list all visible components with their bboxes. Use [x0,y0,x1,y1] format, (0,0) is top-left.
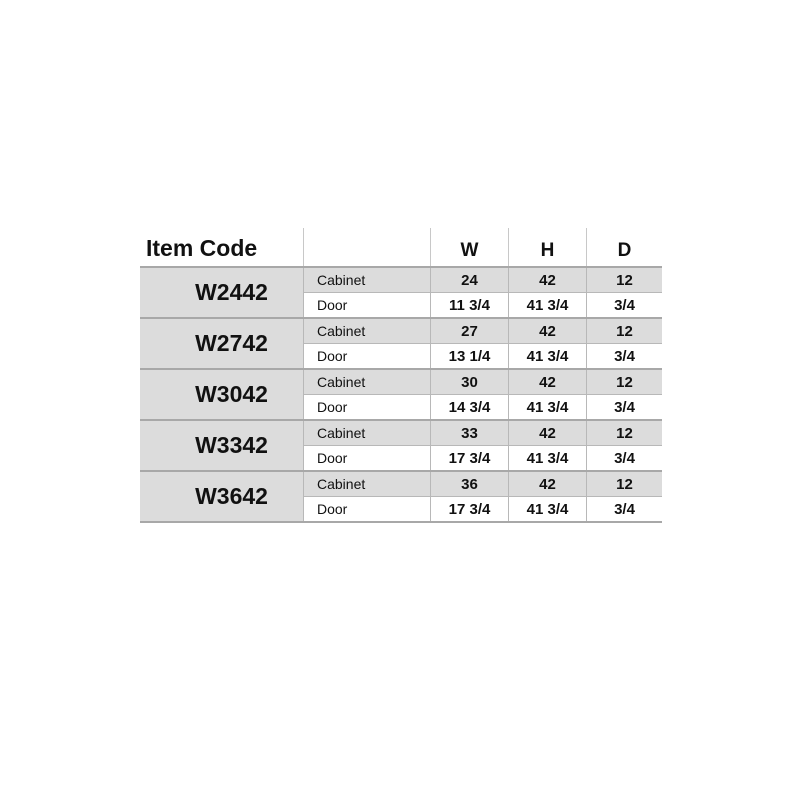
depth-cell: 3/4 [586,446,662,470]
depth-cell: 12 [586,421,662,445]
depth-cell: 3/4 [586,293,662,317]
header-item-code: Item Code [146,235,258,261]
height-cell: 41 3/4 [508,446,586,470]
height-cell: 41 3/4 [508,497,586,521]
width-cell: 11 3/4 [430,293,508,317]
height-cell: 42 [508,421,586,445]
width-cell: 24 [430,268,508,292]
header-depth: D [586,228,662,266]
item-code: W3642 [140,472,303,521]
item-code: W2742 [140,319,303,368]
header-label [303,228,430,266]
table-row: Cabinet 33 42 12 [303,421,662,446]
table-row: Door 17 3/4 41 3/4 3/4 [303,497,662,521]
table-row: Door 11 3/4 41 3/4 3/4 [303,293,662,317]
depth-cell: 12 [586,370,662,394]
width-cell: 14 3/4 [430,395,508,419]
item-group: W2442 Cabinet 24 42 12 Door 11 3/4 41 3/… [140,266,662,317]
height-cell: 41 3/4 [508,395,586,419]
row-label: Cabinet [303,472,430,496]
height-cell: 42 [508,472,586,496]
item-code: W3042 [140,370,303,419]
depth-cell: 12 [586,268,662,292]
depth-cell: 12 [586,319,662,343]
item-group: W3342 Cabinet 33 42 12 Door 17 3/4 41 3/… [140,419,662,470]
table-row: Cabinet 27 42 12 [303,319,662,344]
table-row: Cabinet 24 42 12 [303,268,662,293]
row-label: Cabinet [303,421,430,445]
height-cell: 41 3/4 [508,344,586,368]
item-code: W2442 [140,268,303,317]
width-cell: 17 3/4 [430,497,508,521]
table-row: Door 13 1/4 41 3/4 3/4 [303,344,662,368]
row-label: Door [303,446,430,470]
header-width: W [430,228,508,266]
width-cell: 13 1/4 [430,344,508,368]
table-row: Cabinet 30 42 12 [303,370,662,395]
row-label: Door [303,395,430,419]
row-label: Cabinet [303,319,430,343]
depth-cell: 12 [586,472,662,496]
height-cell: 42 [508,319,586,343]
width-cell: 17 3/4 [430,446,508,470]
item-code: W3342 [140,421,303,470]
row-label: Door [303,497,430,521]
header-height: H [508,228,586,266]
row-label: Cabinet [303,268,430,292]
height-cell: 42 [508,268,586,292]
width-cell: 30 [430,370,508,394]
depth-cell: 3/4 [586,395,662,419]
row-label: Cabinet [303,370,430,394]
table-row: Door 17 3/4 41 3/4 3/4 [303,446,662,470]
width-cell: 33 [430,421,508,445]
row-label: Door [303,293,430,317]
width-cell: 36 [430,472,508,496]
item-group: W3042 Cabinet 30 42 12 Door 14 3/4 41 3/… [140,368,662,419]
item-group: W3642 Cabinet 36 42 12 Door 17 3/4 41 3/… [140,470,662,523]
height-cell: 42 [508,370,586,394]
table-row: Door 14 3/4 41 3/4 3/4 [303,395,662,419]
height-cell: 41 3/4 [508,293,586,317]
dimensions-table: Item Code W H D W2442 Cabinet 24 42 12 D… [140,228,662,523]
row-label: Door [303,344,430,368]
depth-cell: 3/4 [586,344,662,368]
table-header: Item Code W H D [140,228,662,266]
width-cell: 27 [430,319,508,343]
depth-cell: 3/4 [586,497,662,521]
item-group: W2742 Cabinet 27 42 12 Door 13 1/4 41 3/… [140,317,662,368]
table-row: Cabinet 36 42 12 [303,472,662,497]
